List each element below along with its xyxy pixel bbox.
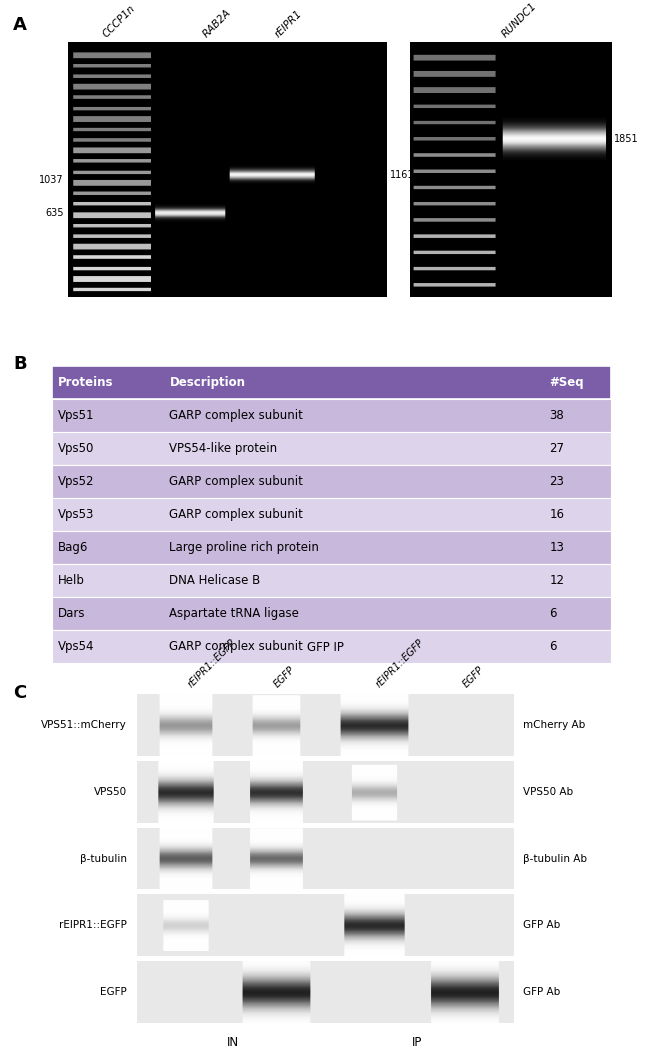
Text: GARP complex subunit: GARP complex subunit <box>170 639 304 653</box>
Text: 16: 16 <box>549 508 564 520</box>
Text: GARP complex subunit: GARP complex subunit <box>170 409 304 422</box>
Text: Aspartate tRNA ligase: Aspartate tRNA ligase <box>170 606 299 619</box>
Text: β-tubulin Ab: β-tubulin Ab <box>523 853 587 864</box>
Text: Dars: Dars <box>58 606 85 619</box>
Text: GFP IP: GFP IP <box>307 641 343 654</box>
Text: 635: 635 <box>46 208 64 218</box>
Bar <box>52 399 611 431</box>
Text: mCherry Ab: mCherry Ab <box>523 720 586 730</box>
Text: 13: 13 <box>549 541 564 553</box>
Text: DNA Helicase B: DNA Helicase B <box>170 573 261 586</box>
Text: B: B <box>13 355 27 373</box>
Bar <box>52 630 611 662</box>
Text: Vps52: Vps52 <box>58 475 94 488</box>
Bar <box>52 531 611 564</box>
Text: GFP Ab: GFP Ab <box>523 920 560 931</box>
Text: EGFP: EGFP <box>461 665 486 689</box>
Bar <box>52 464 611 497</box>
Text: GARP complex subunit: GARP complex subunit <box>170 475 304 488</box>
Text: VPS54-like protein: VPS54-like protein <box>170 442 278 455</box>
Text: GARP complex subunit: GARP complex subunit <box>170 508 304 520</box>
Text: Vps50: Vps50 <box>58 442 94 455</box>
Text: 6: 6 <box>549 606 557 619</box>
Text: Proteins: Proteins <box>58 375 113 389</box>
Text: rEIPR1::EGFP: rEIPR1::EGFP <box>185 637 237 689</box>
Text: 12: 12 <box>549 573 564 586</box>
Text: 27: 27 <box>549 442 564 455</box>
Text: CCCP1n: CCCP1n <box>101 3 137 39</box>
Text: C: C <box>13 684 26 702</box>
Bar <box>52 564 611 597</box>
Text: Vps53: Vps53 <box>58 508 94 520</box>
Text: Vps51: Vps51 <box>58 409 94 422</box>
Text: IN: IN <box>227 1036 239 1048</box>
Text: rEIPR1::EGFP: rEIPR1::EGFP <box>59 920 127 931</box>
Text: 38: 38 <box>549 409 564 422</box>
Bar <box>52 497 611 531</box>
Text: 1161: 1161 <box>390 170 415 180</box>
Text: VPS51::mCherry: VPS51::mCherry <box>41 720 127 730</box>
Text: RAB2A: RAB2A <box>202 7 233 39</box>
Text: 1037: 1037 <box>39 175 64 184</box>
Text: Large proline rich protein: Large proline rich protein <box>170 541 319 553</box>
Text: 6: 6 <box>549 639 557 653</box>
Text: 23: 23 <box>549 475 564 488</box>
Text: rEIPR1: rEIPR1 <box>273 8 304 39</box>
Bar <box>52 431 611 464</box>
Text: VPS50: VPS50 <box>94 787 127 797</box>
Text: rEIPR1::EGFP: rEIPR1::EGFP <box>374 637 426 689</box>
Bar <box>52 597 611 630</box>
Text: A: A <box>13 16 27 34</box>
Text: β-tubulin: β-tubulin <box>80 853 127 864</box>
Text: Bag6: Bag6 <box>58 541 88 553</box>
Text: 1851: 1851 <box>614 134 639 144</box>
Bar <box>52 366 611 399</box>
Text: RUNDC1: RUNDC1 <box>500 1 539 39</box>
Text: #Seq: #Seq <box>549 375 584 389</box>
Text: EGFP: EGFP <box>100 987 127 997</box>
Text: GFP Ab: GFP Ab <box>523 987 560 997</box>
Text: EGFP: EGFP <box>272 665 297 689</box>
Text: VPS50 Ab: VPS50 Ab <box>523 787 573 797</box>
Text: Description: Description <box>170 375 246 389</box>
Text: Helb: Helb <box>58 573 84 586</box>
Text: Vps54: Vps54 <box>58 639 94 653</box>
Text: IP: IP <box>412 1036 423 1048</box>
